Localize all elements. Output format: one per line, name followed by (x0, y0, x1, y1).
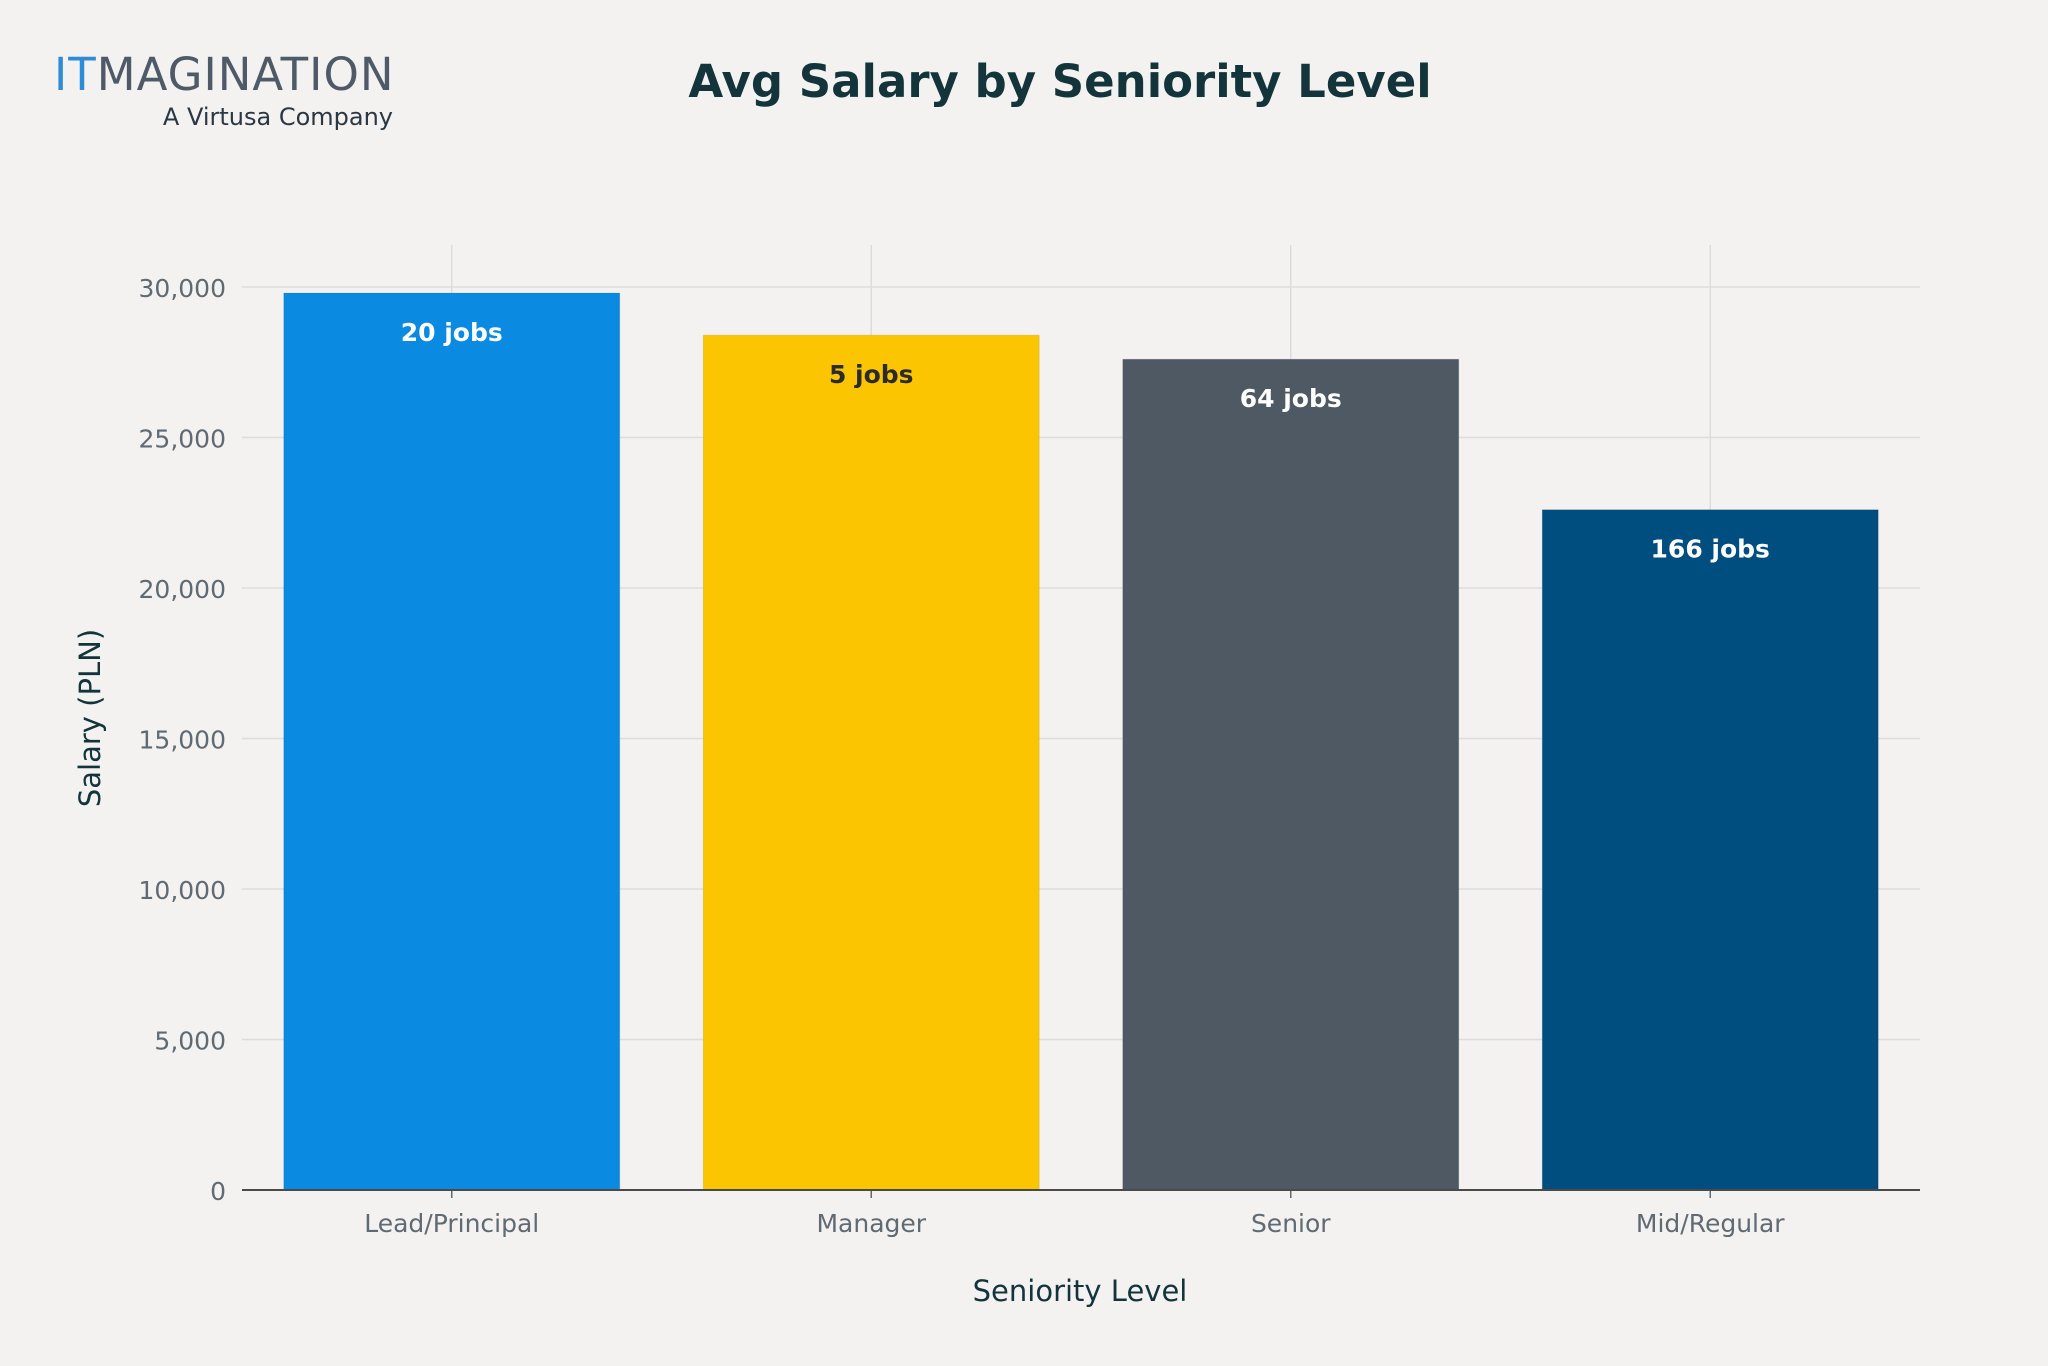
company-logo: ITMAGINATION A Virtusa Company (54, 50, 399, 134)
logo-tagline: A Virtusa Company (162, 103, 393, 131)
bar-data-label: 166 jobs (1651, 535, 1770, 564)
logo-wordmark: ITMAGINATION (54, 50, 395, 100)
bar-data-label: 5 jobs (829, 360, 914, 389)
axes (242, 1189, 1920, 1198)
x-axis-label: Seniority Level (973, 1274, 1188, 1308)
bar (283, 292, 621, 1191)
bar-data-label: 64 jobs (1240, 384, 1342, 413)
y-tick-label: 15,000 (139, 726, 226, 755)
y-tick-label: 10,000 (139, 876, 226, 905)
bar (702, 334, 1040, 1191)
x-tick-label: Manager (816, 1209, 926, 1238)
x-tick-label: Mid/Regular (1636, 1209, 1785, 1238)
x-axis-tick-labels: Lead/Principal Manager Senior Mid/Regular (364, 1209, 1785, 1238)
logo-wordmark-it: IT (54, 48, 97, 101)
bar-series (283, 292, 1879, 1191)
bar-data-label: 20 jobs (401, 318, 503, 347)
y-tick-label: 25,000 (139, 425, 226, 454)
y-tick-label: 0 (210, 1177, 226, 1206)
chart-title: Avg Salary by Seniority Level (688, 55, 1432, 108)
y-tick-label: 20,000 (139, 575, 226, 604)
bar (1541, 509, 1879, 1191)
bar-data-labels: 20 jobs 5 jobs 64 jobs 166 jobs (401, 318, 1770, 564)
x-tick-label: Lead/Principal (364, 1209, 539, 1238)
bar (1122, 358, 1460, 1191)
logo-wordmark-rest: MAGINATION (96, 48, 395, 101)
y-axis-label: Salary (PLN) (73, 629, 107, 807)
y-axis-tick-labels: 0 5,000 10,000 15,000 20,000 25,000 30,000 (139, 274, 226, 1206)
y-tick-label: 5,000 (154, 1027, 226, 1056)
y-tick-label: 30,000 (139, 274, 226, 303)
x-tick-label: Senior (1251, 1209, 1331, 1238)
